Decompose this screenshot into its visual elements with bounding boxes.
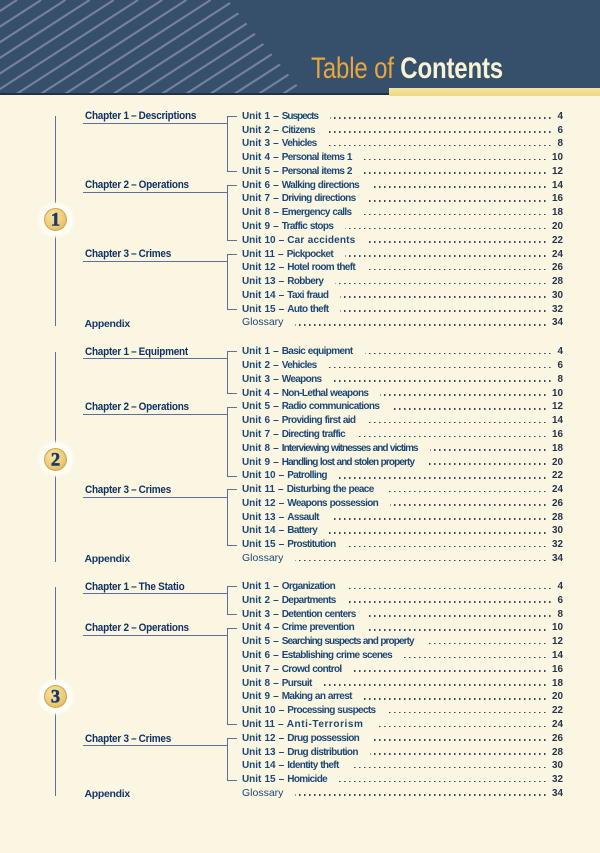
svg-text:2: 2 [51, 450, 60, 470]
svg-text:3: 3 [51, 687, 60, 707]
svg-text:1: 1 [51, 210, 60, 230]
